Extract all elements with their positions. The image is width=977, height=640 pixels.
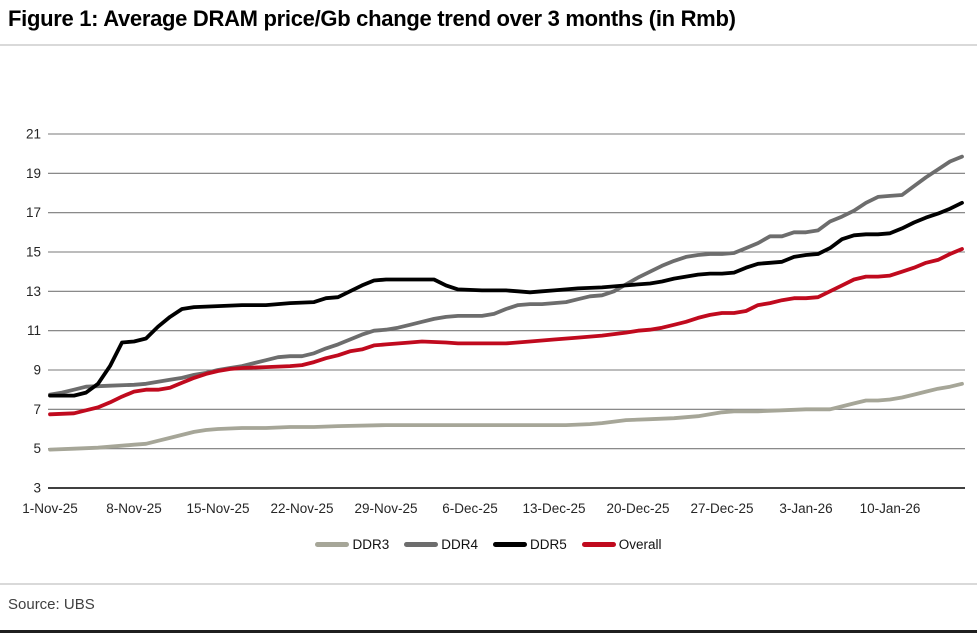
legend-label-ddr3: DDR3 [352,537,390,552]
x-tick-label: 13-Dec-25 [522,501,585,516]
x-tick-label: 3-Jan-26 [779,501,832,516]
x-tick-label: 10-Jan-26 [860,501,921,516]
y-tick-label: 9 [33,363,41,378]
footer-divider [0,583,977,585]
x-tick-label: 15-Nov-25 [186,501,249,516]
chart-legend: DDR3 DDR4 DDR5 Overall [0,537,977,552]
x-tick-label: 6-Dec-25 [442,501,498,516]
series-line-ddr4 [48,154,964,397]
x-tick-label: 27-Dec-25 [690,501,753,516]
legend-item-overall: Overall [581,537,662,552]
y-tick-label: 13 [26,284,41,299]
bottom-border [0,630,977,633]
legend-swatch-ddr5 [493,542,527,547]
source-note: Source: UBS [8,596,95,613]
legend-item-ddr5: DDR5 [493,537,567,552]
y-tick-label: 21 [26,127,41,142]
y-tick-label: 5 [33,441,41,456]
x-tick-label: 8-Nov-25 [106,501,162,516]
legend-item-ddr3: DDR3 [315,537,389,552]
series-line-ddr5 [48,200,964,398]
legend-swatch-ddr3 [315,542,350,547]
y-tick-label: 17 [26,205,41,220]
y-tick-label: 15 [26,245,41,260]
x-tick-label: 20-Dec-25 [606,501,669,516]
legend-label-ddr5: DDR5 [530,537,567,552]
series-line-overall [48,247,964,417]
y-tick-label: 7 [33,402,41,417]
y-tick-label: 11 [27,323,41,338]
legend-swatch-overall [581,542,616,547]
legend-label-ddr4: DDR4 [441,537,478,552]
series-line-ddr3 [48,381,964,452]
x-tick-label: 1-Nov-25 [22,501,78,516]
x-tick-label: 29-Nov-25 [354,501,417,516]
legend-swatch-ddr4 [404,542,439,547]
title-divider [0,44,977,46]
figure-title: Figure 1: Average DRAM price/Gb change t… [8,6,736,31]
legend-item-ddr4: DDR4 [404,537,478,552]
y-tick-label: 19 [26,166,41,181]
x-tick-label: 22-Nov-25 [270,501,333,516]
y-tick-label: 3 [33,481,41,496]
legend-label-overall: Overall [618,537,662,552]
